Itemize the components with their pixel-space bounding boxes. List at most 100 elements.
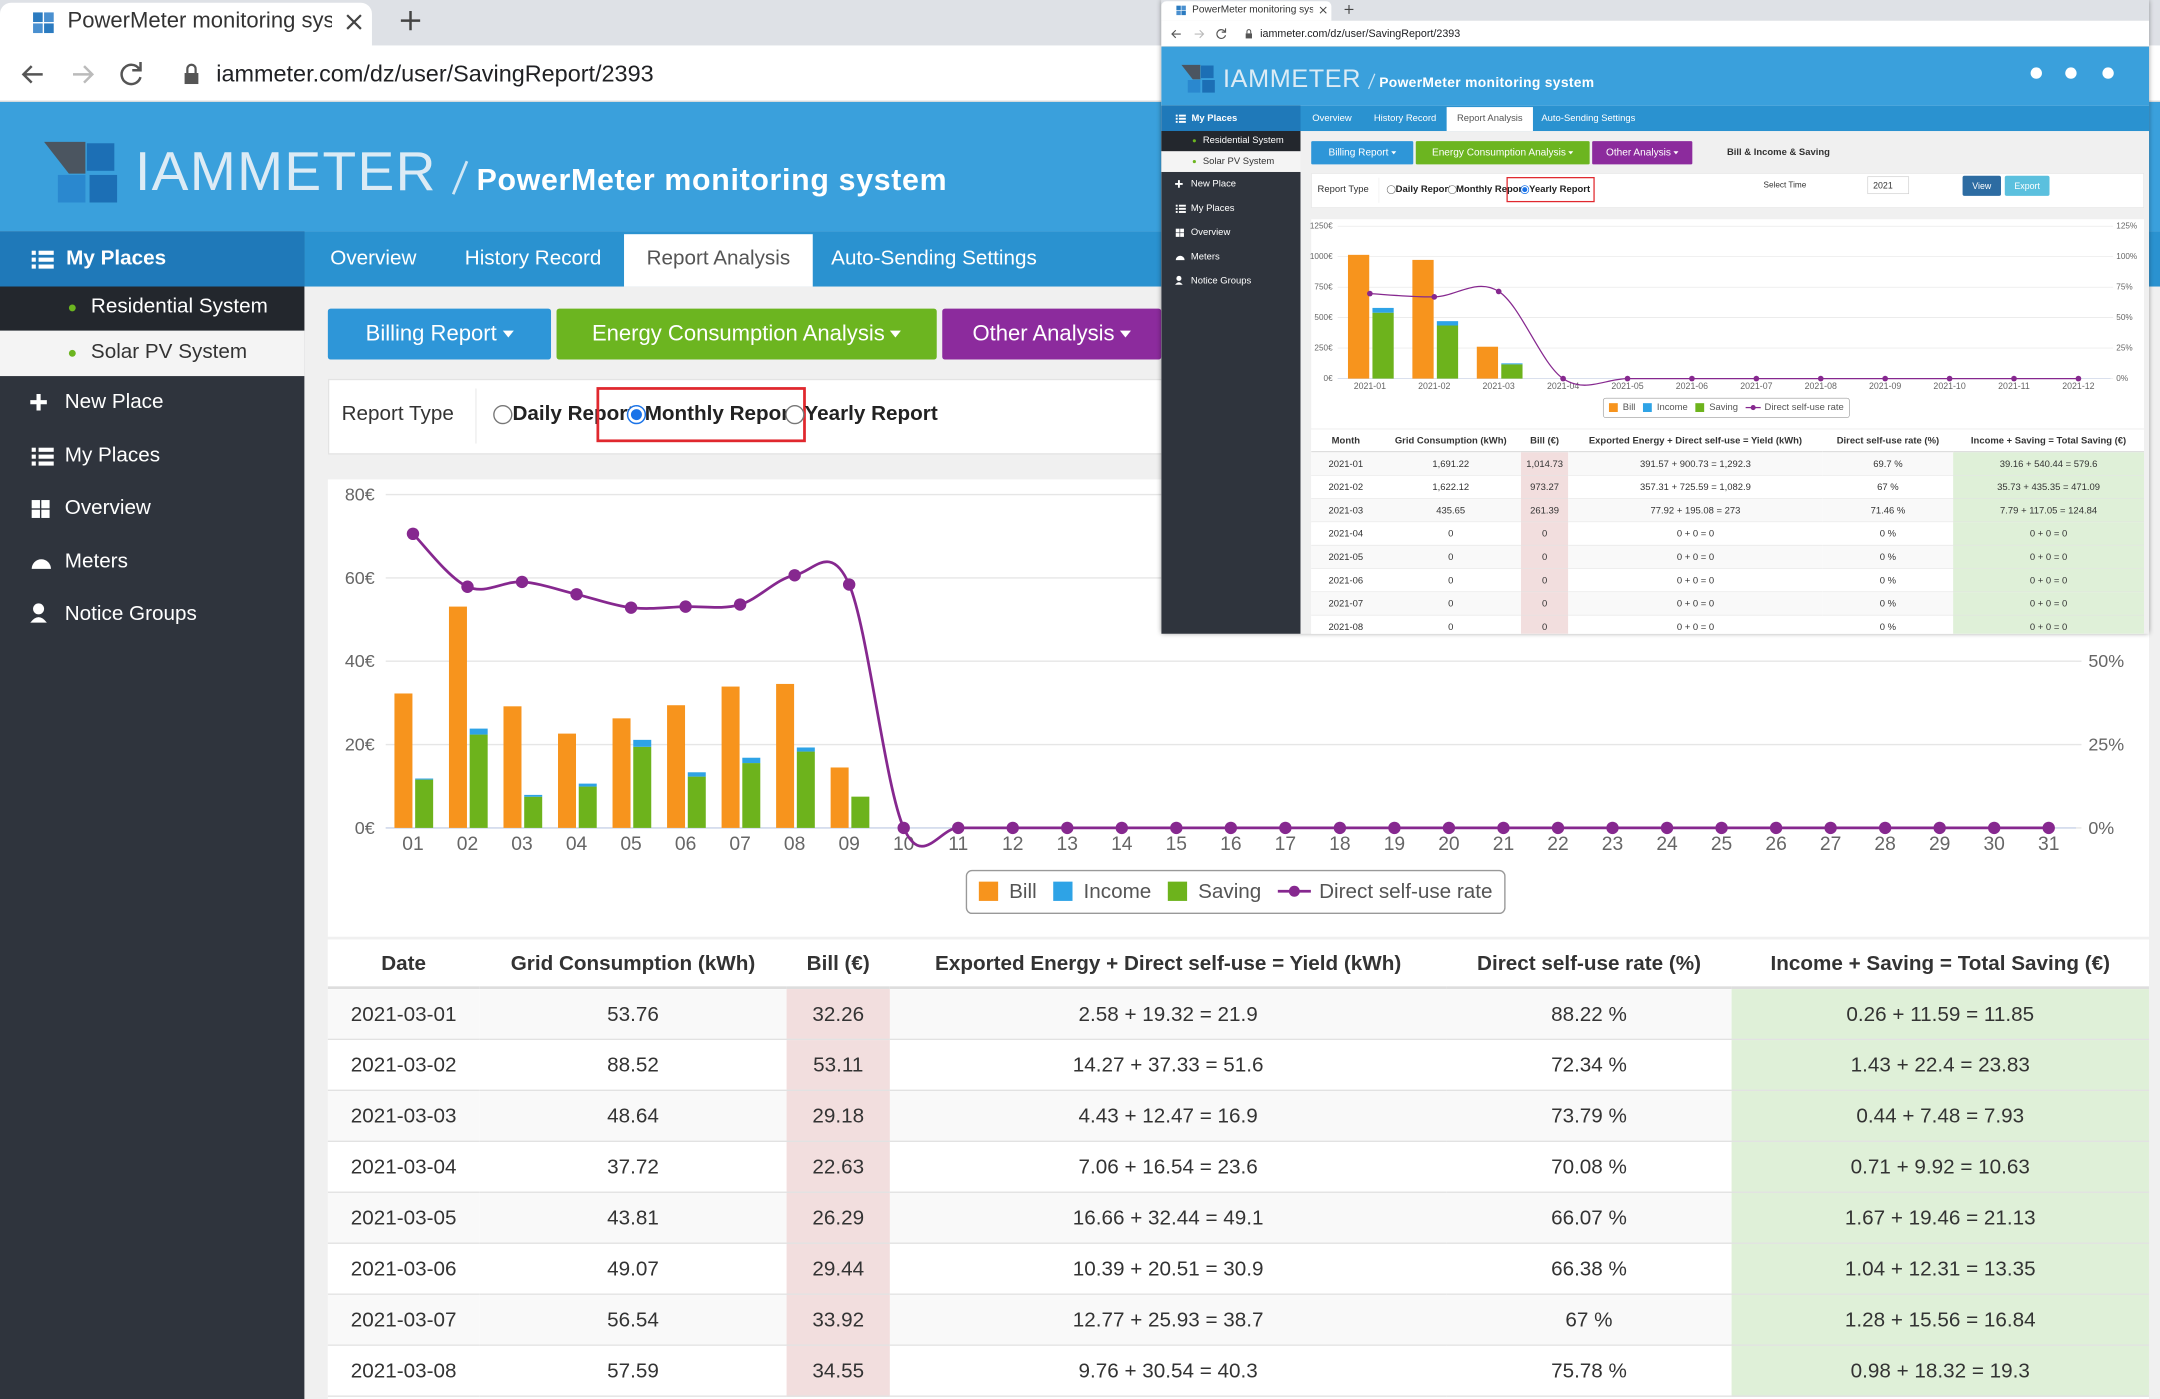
menu-item[interactable]: Overview: [65, 493, 151, 524]
table-header: Income + Saving = Total Saving (€): [1732, 939, 2149, 989]
table-cell: 0 + 0 = 0: [1568, 615, 1823, 633]
report-type-label: Report Type: [342, 399, 454, 430]
table-cell: 0.71 + 9.92 = 10.63: [1732, 1142, 2149, 1193]
table-cell: 16.66 + 32.44 = 49.1: [890, 1193, 1447, 1244]
table-cell: 0.98 + 18.32 = 19.3: [1732, 1346, 2149, 1397]
app-title: PowerMeter monitoring system: [477, 156, 948, 201]
app-title: PowerMeter monitoring system: [1379, 71, 1594, 92]
menu-button[interactable]: Billing Report: [328, 309, 551, 360]
table-cell: 10.39 + 20.51 = 30.9: [890, 1244, 1447, 1295]
place-dot: [1193, 139, 1196, 142]
table-cell: 0: [1380, 546, 1520, 569]
table-cell: 9.76 + 30.54 = 40.3: [890, 1346, 1447, 1397]
menu-item[interactable]: New Place: [65, 387, 164, 418]
table-cell: 66.38 %: [1446, 1244, 1731, 1295]
url[interactable]: iammeter.com/dz/user/SavingReport/2393: [216, 57, 653, 92]
table-header: Grid Consumption (kWh): [479, 939, 786, 989]
table-cell: 2021-03-04: [328, 1142, 480, 1193]
menu-label: Billing Report: [366, 322, 497, 347]
menu-item[interactable]: Meters: [1191, 250, 1220, 264]
menu-button[interactable]: Other Analysis: [1592, 141, 1692, 164]
place-name[interactable]: Residential System: [1203, 133, 1284, 147]
table-header: Grid Consumption (kWh): [1380, 430, 1520, 453]
table-cell: 0: [1521, 592, 1568, 615]
place-dot: [69, 350, 76, 357]
select-time-label: Select Time: [1764, 179, 1807, 191]
caret: [890, 331, 901, 338]
table-cell: 435.65: [1380, 499, 1520, 522]
table-cell: 0 %: [1823, 615, 1953, 633]
table-cell: 2021-03-08: [328, 1346, 480, 1397]
url[interactable]: iammeter.com/dz/user/SavingReport/2393: [1260, 26, 1460, 42]
menu-button[interactable]: Energy Consumption Analysis: [557, 309, 937, 360]
highlight-box: [596, 387, 805, 442]
inset-window: PowerMeter monitoring system iammeter.com…: [1161, 0, 2149, 634]
table-header: Bill (€): [787, 939, 890, 989]
table-header: Bill (€): [1521, 430, 1568, 453]
menu-item[interactable]: Meters: [65, 547, 128, 578]
table-cell: 2021-03-06: [328, 1244, 480, 1295]
action-button[interactable]: Export: [2005, 176, 2050, 196]
place-dot: [1193, 160, 1196, 163]
table-cell: 26.29: [787, 1193, 890, 1244]
table-cell: 66.07 %: [1446, 1193, 1731, 1244]
action-button[interactable]: View: [1963, 176, 2001, 196]
radio-label[interactable]: Yearly Report: [804, 399, 937, 430]
logo-text: IAMMETER: [135, 131, 437, 214]
menu-item[interactable]: Overview: [1191, 225, 1230, 239]
table-cell: 973.27: [1521, 476, 1568, 499]
table-cell: 0: [1521, 569, 1568, 592]
table-cell: 0 + 0 = 0: [1568, 592, 1823, 615]
table-cell: 7.79 + 117.05 = 124.84: [1953, 499, 2144, 522]
table-cell: 1,014.73: [1521, 452, 1568, 475]
table-cell: 2021-01: [1311, 452, 1380, 475]
menu-item[interactable]: Notice Groups: [1191, 274, 1251, 288]
table-cell: 2021-04: [1311, 522, 1380, 545]
table-cell: 88.52: [479, 1040, 786, 1091]
table-cell: 39.16 + 540.44 = 579.6: [1953, 452, 2144, 475]
table-cell: 0.44 + 7.48 = 7.93: [1732, 1091, 2149, 1142]
tab[interactable]: Auto-Sending Settings: [1399, 111, 1777, 125]
table-cell: 69.7 %: [1823, 452, 1953, 475]
table-cell: 0 + 0 = 0: [1953, 546, 2144, 569]
caret: [502, 331, 513, 338]
table-cell: 261.39: [1521, 499, 1568, 522]
table-cell: 0: [1521, 615, 1568, 633]
table-cell: 1.43 + 22.4 = 23.83: [1732, 1040, 2149, 1091]
place-name[interactable]: Residential System: [91, 292, 268, 323]
divider: [1379, 178, 1380, 203]
table-header: Direct self-use rate (%): [1446, 939, 1731, 989]
table-cell: 7.06 + 16.54 = 23.6: [890, 1142, 1447, 1193]
menu-item[interactable]: My Places: [65, 440, 160, 471]
menu-item[interactable]: Notice Groups: [65, 599, 197, 630]
table-cell: 2021-08: [1311, 615, 1380, 633]
radio-label[interactable]: Daily Report: [1396, 183, 1452, 197]
table-cell: 12.77 + 25.93 = 38.7: [890, 1295, 1447, 1346]
radio[interactable]: [1387, 185, 1396, 194]
time-value: 2021: [1873, 179, 1893, 192]
place-name[interactable]: Solar PV System: [1203, 154, 1274, 168]
table-cell: 0: [1380, 615, 1520, 633]
place-name[interactable]: Solar PV System: [91, 337, 247, 368]
table-header: Month: [1311, 430, 1380, 453]
tab-title: PowerMeter monitoring system: [1192, 3, 1313, 18]
menu-button[interactable]: Energy Consumption Analysis: [1416, 141, 1590, 164]
menu-label: Energy Consumption Analysis: [592, 322, 885, 347]
table-cell: 0 %: [1823, 522, 1953, 545]
menu-button[interactable]: Other Analysis: [942, 309, 1161, 360]
menu-item[interactable]: My Places: [1191, 201, 1235, 215]
table-header: Income + Saving = Total Saving (€): [1953, 430, 2144, 453]
table-cell: 67 %: [1446, 1295, 1731, 1346]
table-cell: 2021-07: [1311, 592, 1380, 615]
chart-panel: [1311, 219, 2144, 428]
radio[interactable]: [493, 405, 512, 424]
menu-button[interactable]: Billing Report: [1311, 141, 1413, 164]
place-dot: [69, 304, 76, 311]
table-cell: 2.58 + 19.32 = 21.9: [890, 989, 1447, 1040]
table-cell: 2021-03-05: [328, 1193, 480, 1244]
table-cell: 1,691.22: [1380, 452, 1520, 475]
menu-item[interactable]: New Place: [1191, 177, 1236, 191]
table-cell: 2021-03-07: [328, 1295, 480, 1346]
radio[interactable]: [785, 405, 804, 424]
